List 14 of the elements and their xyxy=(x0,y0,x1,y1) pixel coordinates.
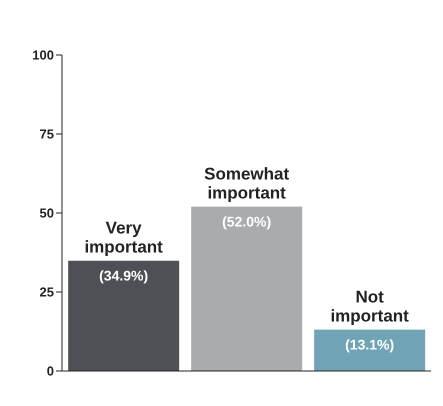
y-tick-label: 100 xyxy=(32,48,54,63)
data-label: (13.1%) xyxy=(345,336,394,353)
bar xyxy=(68,260,180,371)
data-label: (52.0%) xyxy=(222,214,272,230)
y-tick-label: 0 xyxy=(46,364,54,379)
bar xyxy=(191,206,302,371)
x-tick-label: Somewhat important xyxy=(204,164,290,203)
data-label: (34.9%) xyxy=(99,268,148,284)
y-tick-label: 50 xyxy=(40,206,54,221)
x-tick-label: Very important xyxy=(84,218,164,257)
x-tick-label: Not important xyxy=(330,288,410,326)
y-tick-label: 25 xyxy=(40,284,54,300)
y-tick-label: 75 xyxy=(40,126,54,142)
bar xyxy=(314,330,426,371)
